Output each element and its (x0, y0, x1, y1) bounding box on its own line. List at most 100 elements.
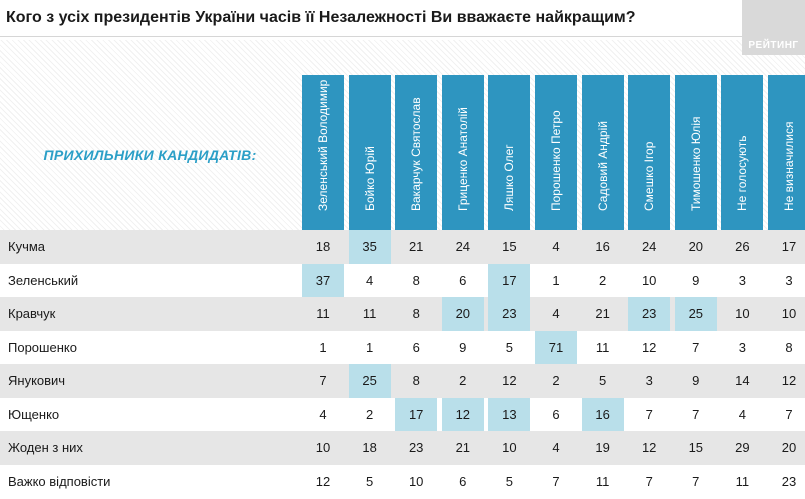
column-header: Не визначилися (768, 75, 805, 233)
table-cell: 2 (459, 373, 467, 388)
table-cell: 7 (645, 473, 653, 489)
table-cell: 37 (302, 263, 344, 298)
table-cell: 9 (692, 373, 700, 388)
table-cell: 20 (441, 297, 484, 331)
table-cell: 20 (688, 239, 704, 254)
table-cell: 12 (315, 473, 331, 489)
table-cell: 7 (645, 406, 653, 422)
table-cell: 23 (488, 297, 531, 331)
table-cell: 8 (412, 306, 420, 321)
rating-logo: РЕЙТИНГ (742, 0, 805, 55)
table-cell: 4 (552, 306, 560, 321)
table-cell: 21 (455, 440, 471, 455)
table-row: Зеленський 37 4 8 6 17 1 2 10 9 3 3 (0, 263, 805, 298)
table-cell: 3 (738, 272, 746, 288)
table-cell: 35 (348, 230, 391, 264)
table-cell: 6 (412, 339, 420, 355)
table-row: Жоден з них 10 18 23 21 10 4 19 12 15 29 20 (0, 431, 805, 465)
row-label: Кравчук (8, 306, 56, 321)
table-cell: 4 (319, 406, 327, 422)
column-header-label: Порошенко Петро (549, 110, 563, 211)
table-cell: 6 (552, 406, 560, 422)
table-cell: 6 (459, 272, 467, 288)
column-header-label: Садовий Андрій (595, 121, 610, 211)
column-header: Ляшко Олег (488, 75, 531, 233)
table-cell: 15 (502, 239, 517, 254)
column-header-label: Вакарчук Святослав (409, 97, 424, 211)
column-header: Бойко Юрій (348, 75, 391, 233)
table-cell: 5 (505, 473, 513, 489)
column-header: Гриценко Анатолій (441, 75, 484, 233)
row-label: Янукович (8, 373, 66, 388)
table-cell: 4 (738, 406, 746, 422)
column-header-label: Зеленський Володимир (316, 79, 330, 211)
table-cell: 26 (735, 239, 750, 254)
table-cell: 16 (581, 397, 624, 432)
column-header: Садовий Андрій (581, 75, 624, 233)
table-cell: 4 (552, 239, 560, 254)
table-cell: 7 (319, 373, 327, 388)
table-cell: 5 (365, 473, 374, 489)
table-cell: 9 (692, 272, 700, 288)
column-header-label: Смешко Ігор (642, 141, 657, 211)
table-cell: 24 (455, 239, 471, 254)
column-header: Порошенко Петро (535, 75, 577, 233)
table-cell: 1 (552, 272, 560, 288)
table-cell: 18 (362, 440, 377, 455)
page-title: Кого з усіх президентів України часів її… (6, 9, 636, 26)
table-cell: 7 (785, 406, 793, 422)
table-cell: 5 (505, 339, 513, 355)
table-cell: 21 (595, 306, 610, 321)
table-cell: 23 (408, 440, 424, 455)
table-cell: 5 (598, 373, 607, 388)
table-cell: 12 (641, 440, 657, 455)
table-cell: 10 (735, 306, 750, 321)
table-cell: 14 (735, 373, 750, 388)
table-cell: 4 (365, 272, 374, 288)
table-cell: 9 (459, 339, 467, 355)
table-cell: 8 (412, 373, 420, 388)
row-label: Жоден з них (8, 440, 83, 455)
column-header-label: Бойко Юрій (362, 146, 377, 211)
table-cell: 23 (781, 473, 797, 489)
table-cell: 71 (535, 330, 577, 365)
table-cell: 17 (488, 263, 531, 298)
table-cell: 1 (365, 339, 374, 355)
table-row: Ющенко 4 2 17 12 13 6 16 7 7 4 7 (0, 397, 805, 432)
table-cell: 2 (365, 406, 374, 422)
table-cell: 4 (552, 440, 560, 455)
column-header-label: Не визначилися (782, 121, 796, 211)
table-cell: 17 (395, 397, 438, 432)
table-cell: 24 (641, 239, 657, 254)
table-cell: 18 (315, 239, 331, 254)
column-header: Тимошенко Юлія (674, 75, 717, 233)
table-row: Кучма 18 35 21 24 15 4 16 24 20 26 17 (0, 230, 805, 264)
column-header-label: Ляшко Олег (502, 144, 517, 211)
table-cell: 20 (781, 440, 797, 455)
table-cell: 11 (362, 306, 377, 321)
table-cell: 25 (348, 364, 391, 398)
column-header-label: Гриценко Анатолій (455, 107, 470, 211)
table-cell: 16 (595, 239, 610, 254)
table-cell: 12 (781, 373, 797, 388)
row-label: Зеленський (8, 272, 79, 288)
table-cell: 10 (781, 306, 797, 321)
column-header: Зеленський Володимир (302, 75, 344, 233)
table-cell: 13 (488, 397, 531, 432)
table-cell: 3 (645, 373, 653, 388)
table-cell: 11 (595, 339, 610, 355)
table-cell: 10 (315, 440, 331, 455)
table-cell: 7 (692, 473, 700, 489)
title-divider (0, 36, 805, 37)
table-cell: 7 (692, 406, 700, 422)
table-cell: 21 (408, 239, 424, 254)
row-label: Ющенко (8, 406, 60, 422)
table-cell: 11 (595, 473, 610, 489)
table-row: Порошенко 1 1 6 9 5 71 11 12 7 3 8 (0, 330, 805, 365)
table-cell: 15 (688, 440, 704, 455)
table-cell: 2 (598, 272, 607, 288)
table-cell: 29 (735, 440, 750, 455)
table-cell: 2 (552, 373, 560, 388)
column-header-label: Не голосують (735, 135, 750, 212)
row-label: Кучма (8, 239, 46, 254)
